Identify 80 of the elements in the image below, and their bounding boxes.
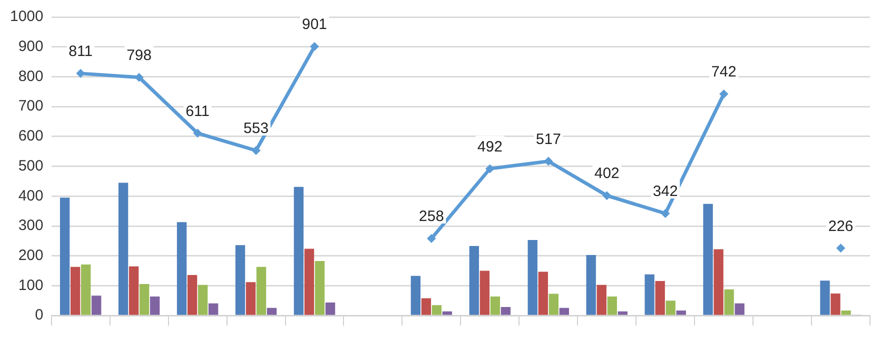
bar [187, 274, 198, 315]
bar [92, 296, 102, 315]
data-label: 258 [418, 208, 444, 226]
bar [208, 303, 218, 315]
data-label: 611 [186, 102, 210, 120]
data-label: 901 [302, 16, 328, 34]
bar [559, 308, 570, 315]
bar [442, 311, 452, 315]
bar [676, 310, 686, 315]
point [310, 42, 319, 52]
bar [607, 296, 617, 315]
bar [235, 245, 246, 315]
y-tick-label: 500 [18, 157, 44, 174]
bar [644, 274, 654, 315]
point [134, 72, 144, 82]
point [193, 128, 202, 138]
data-label: 342 [652, 183, 678, 200]
bar [500, 306, 511, 315]
y-tick-label: 600 [18, 128, 44, 145]
bar [714, 249, 724, 315]
point [836, 244, 846, 253]
bar [60, 198, 70, 315]
bar [325, 302, 336, 315]
y-tick-label: 800 [18, 68, 44, 85]
bar [820, 280, 830, 315]
point [426, 234, 436, 244]
bar [841, 310, 851, 315]
data-label: 402 [594, 165, 620, 182]
y-tick-label: 200 [18, 247, 44, 264]
data-label: 517 [536, 130, 561, 148]
point [719, 90, 728, 99]
bar [70, 266, 80, 315]
y-tick-label: 900 [18, 38, 44, 55]
bar [655, 280, 665, 315]
bar [469, 246, 479, 315]
bar [734, 303, 744, 315]
bar [410, 276, 420, 315]
bar [830, 294, 840, 315]
bar [724, 289, 734, 315]
y-tick-label: 400 [18, 187, 44, 204]
bar [246, 282, 256, 315]
bar [480, 270, 490, 315]
bar [548, 294, 558, 315]
point [252, 146, 261, 155]
y-tick-label: 300 [18, 217, 44, 234]
point [485, 164, 494, 174]
bar [538, 272, 548, 315]
data-label: 492 [477, 138, 502, 156]
bar [176, 222, 187, 315]
data-label: 226 [828, 218, 854, 235]
bar [266, 308, 277, 315]
bar [666, 300, 676, 315]
bar [140, 284, 150, 315]
bar [586, 254, 596, 315]
bar [150, 296, 160, 315]
data-label: 742 [711, 64, 736, 81]
data-label: 553 [244, 120, 269, 138]
bar [528, 240, 538, 315]
bar [618, 311, 628, 315]
bar [304, 248, 314, 315]
bar [81, 264, 91, 315]
y-tick-label: 100 [18, 276, 44, 294]
y-tick-label: 1000 [10, 8, 44, 26]
bar [118, 182, 128, 315]
bar [294, 186, 304, 315]
y-tick-label: 0 [35, 306, 44, 324]
bar [198, 284, 208, 315]
bar [421, 298, 432, 315]
bar [128, 266, 139, 315]
y-tick-label: 700 [18, 98, 44, 115]
data-label: 811 [68, 43, 93, 60]
bar [432, 305, 442, 315]
bar [490, 296, 500, 315]
point [602, 191, 612, 200]
point [660, 208, 670, 218]
bar [596, 284, 606, 315]
bar [256, 266, 266, 315]
bar [703, 204, 713, 315]
bar [314, 260, 325, 315]
data-label: 798 [126, 46, 152, 64]
